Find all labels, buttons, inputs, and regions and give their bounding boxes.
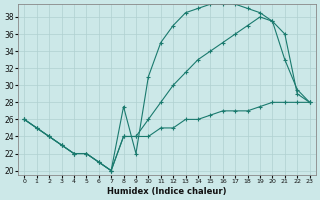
- X-axis label: Humidex (Indice chaleur): Humidex (Indice chaleur): [107, 187, 227, 196]
